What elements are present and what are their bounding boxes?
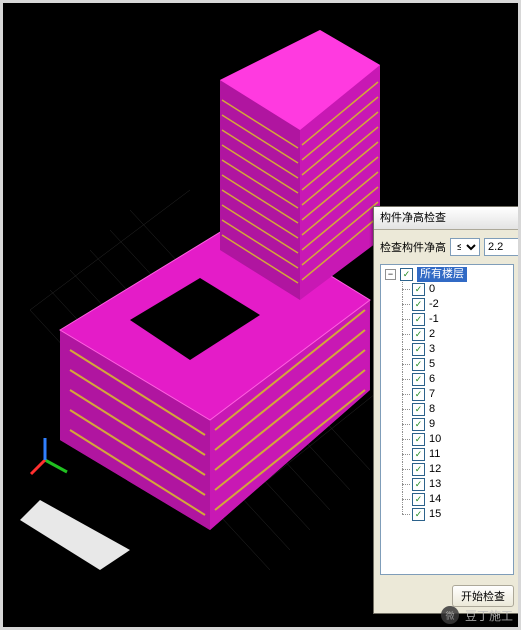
floor-label: 8 [429, 402, 435, 417]
start-check-button[interactable]: 开始检查 [452, 585, 514, 607]
tree-floor-item[interactable]: 14 [385, 492, 511, 507]
tree-floor-item[interactable]: -2 [385, 297, 511, 312]
watermark-text: 豆丁施工 [465, 607, 513, 624]
checkbox[interactable] [412, 478, 425, 491]
floor-label: 3 [429, 342, 435, 357]
tree-floor-item[interactable]: 12 [385, 462, 511, 477]
floor-tree[interactable]: − 所有楼层 0-2-12356789101112131415 [380, 264, 514, 575]
check-height-label: 检查构件净高 [380, 239, 446, 255]
floor-label: 7 [429, 387, 435, 402]
floor-label: 15 [429, 507, 441, 522]
collapse-icon[interactable]: − [385, 269, 396, 280]
floor-label: 9 [429, 417, 435, 432]
checkbox[interactable] [412, 298, 425, 311]
floor-label: 11 [429, 447, 440, 462]
building-model [10, 10, 380, 570]
operator-select[interactable]: ≤≥=<> [450, 238, 480, 256]
tree-root[interactable]: − 所有楼层 [385, 267, 511, 282]
floor-label: 10 [429, 432, 441, 447]
tree-floor-item[interactable]: 7 [385, 387, 511, 402]
checkbox[interactable] [412, 493, 425, 506]
height-value-input[interactable] [484, 238, 520, 256]
tree-floor-item[interactable]: 8 [385, 402, 511, 417]
tree-floor-item[interactable]: 2 [385, 327, 511, 342]
floor-label: -2 [429, 297, 439, 312]
floor-label: 2 [429, 327, 435, 342]
dialog-title: 构件净高检查 [374, 207, 520, 230]
watermark: 微 豆丁施工 [441, 606, 513, 624]
checkbox[interactable] [412, 403, 425, 416]
checkbox[interactable] [412, 328, 425, 341]
check-height-row: 检查构件净高 ≤≥=<> [380, 238, 514, 256]
tree-floor-item[interactable]: 5 [385, 357, 511, 372]
checkbox[interactable] [412, 508, 425, 521]
checkbox[interactable] [412, 343, 425, 356]
checkbox[interactable] [412, 388, 425, 401]
root-label: 所有楼层 [417, 267, 467, 282]
tree-floor-item[interactable]: 6 [385, 372, 511, 387]
tree-floor-item[interactable]: 15 [385, 507, 511, 522]
tree-floor-item[interactable]: 10 [385, 432, 511, 447]
floor-label: 13 [429, 477, 441, 492]
tree-floor-item[interactable]: 13 [385, 477, 511, 492]
floor-label: 14 [429, 492, 441, 507]
floor-label: -1 [429, 312, 439, 327]
floor-label: 6 [429, 372, 435, 387]
clearance-check-dialog: 构件净高检查 检查构件净高 ≤≥=<> − 所有楼层 0-2-123567891… [373, 206, 521, 614]
checkbox[interactable] [412, 313, 425, 326]
checkbox[interactable] [412, 373, 425, 386]
floor-label: 12 [429, 462, 441, 477]
tree-floor-item[interactable]: 11 [385, 447, 511, 462]
tree-floor-item[interactable]: -1 [385, 312, 511, 327]
checkbox[interactable] [412, 463, 425, 476]
checkbox[interactable] [412, 418, 425, 431]
tree-floor-item[interactable]: 3 [385, 342, 511, 357]
floor-label: 0 [429, 282, 435, 297]
checkbox[interactable] [400, 268, 413, 281]
checkbox[interactable] [412, 433, 425, 446]
floor-label: 5 [429, 357, 435, 372]
tree-floor-item[interactable]: 9 [385, 417, 511, 432]
checkbox[interactable] [412, 283, 425, 296]
checkbox[interactable] [412, 358, 425, 371]
checkbox[interactable] [412, 448, 425, 461]
tree-floor-item[interactable]: 0 [385, 282, 511, 297]
wechat-icon: 微 [441, 606, 459, 624]
